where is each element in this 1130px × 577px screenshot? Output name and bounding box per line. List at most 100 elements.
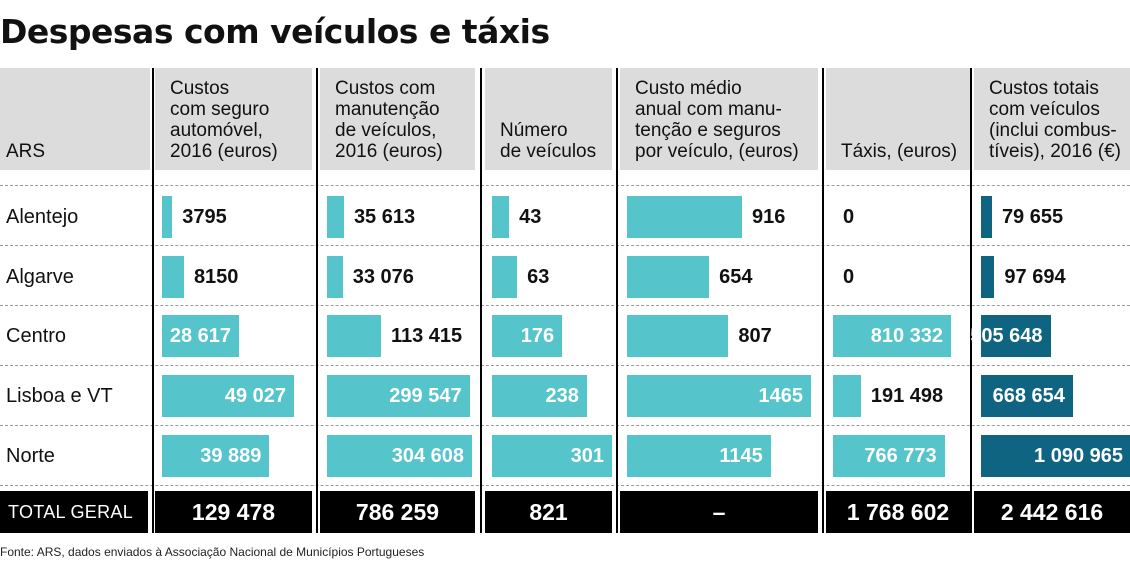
column-header-label: Custos com manutenção de veículos, 2016 …: [335, 78, 443, 162]
row-divider: [0, 365, 1130, 366]
data-label: 1465: [758, 385, 804, 407]
column-header-label: Custo médio anual com manu- tenção e seg…: [635, 78, 799, 162]
bar: [492, 435, 612, 477]
bar: [981, 375, 1073, 417]
data-label: 191 498: [870, 385, 944, 407]
bar: [627, 196, 742, 238]
column-header: Custos com manutenção de veículos, 2016 …: [320, 68, 475, 170]
data-label: 33 076: [352, 266, 414, 288]
total-value-box: 786 259: [320, 491, 475, 533]
data-label: 0: [843, 266, 855, 288]
row-label: Centro: [6, 325, 67, 347]
data-label: 43: [519, 206, 542, 228]
total-value: 129 478: [191, 498, 276, 525]
total-value: –: [712, 498, 726, 525]
column-separator: [616, 68, 618, 533]
data-label: 63: [527, 266, 550, 288]
data-label: 39 889: [200, 445, 262, 467]
column-separator: [480, 68, 482, 533]
data-label: 301: [570, 445, 604, 467]
column-header: Táxis, (euros): [826, 68, 970, 170]
page-title: Despesas com veículos e táxis: [0, 12, 550, 51]
data-label: 1145: [719, 445, 763, 467]
column-header-label: Número de veículos: [500, 120, 597, 162]
data-label: 807: [738, 325, 772, 347]
bar: [627, 435, 771, 477]
row-label: Algarve: [6, 266, 74, 288]
total-value: 1 768 602: [846, 498, 950, 525]
data-label: 668 654: [992, 385, 1065, 407]
column-separator: [152, 68, 154, 533]
bar: [981, 196, 992, 238]
total-value-box: –: [620, 491, 818, 533]
row-divider: [0, 425, 1130, 426]
data-label: 79 655: [1001, 206, 1064, 228]
data-label: 49 027: [224, 385, 286, 407]
bar: [492, 196, 510, 238]
header-ars-label: ARS: [6, 141, 46, 162]
bar: [627, 315, 729, 357]
data-label: 0: [843, 206, 855, 228]
bar: [162, 196, 173, 238]
total-value: 786 259: [355, 498, 440, 525]
total-label: TOTAL GERAL: [8, 501, 134, 522]
bar: [327, 435, 472, 477]
data-label: 304 608: [391, 445, 464, 467]
column-header-label: Táxis, (euros): [841, 141, 958, 162]
data-label: 505 648: [970, 325, 1043, 347]
row-divider: [0, 485, 1130, 486]
bar: [162, 375, 294, 417]
data-label: 97 694: [1004, 266, 1066, 288]
bar: [492, 256, 518, 298]
bar: [981, 256, 995, 298]
total-value: 2 442 616: [1000, 498, 1104, 525]
bar: [833, 435, 945, 477]
source-note: Fonte: ARS, dados enviados à Associação …: [0, 545, 425, 559]
column-separator: [316, 68, 318, 533]
total-value-box: 1 768 602: [826, 491, 970, 533]
row-divider: [0, 245, 1130, 246]
bar: [627, 256, 710, 298]
data-label: 1 090 965: [1034, 445, 1123, 467]
data-label: 8150: [193, 266, 239, 288]
total-value-box: 2 442 616: [974, 491, 1130, 533]
bar: [833, 375, 861, 417]
data-label: 916: [752, 206, 786, 228]
data-label: 28 617: [169, 325, 232, 347]
column-separator: [970, 68, 972, 533]
bar: [327, 315, 381, 357]
row-label: Norte: [6, 445, 55, 467]
column-header: Número de veículos: [485, 68, 612, 170]
total-value: 821: [529, 498, 568, 525]
column-header-label: Custos totais com veículos (inclui combu…: [989, 78, 1121, 162]
column-header: Custos com seguro automóvel, 2016 (euros…: [155, 68, 312, 170]
bar: [162, 256, 184, 298]
header-ars: ARS: [0, 68, 150, 170]
data-label: 766 773: [864, 445, 937, 467]
bar: [162, 315, 239, 357]
bar: [981, 315, 1051, 357]
data-label: 238: [545, 385, 579, 407]
column-header-label: Custos com seguro automóvel, 2016 (euros…: [170, 78, 278, 162]
row-divider: [0, 185, 1130, 186]
total-label-box: TOTAL GERAL: [0, 491, 148, 533]
row-divider: [0, 305, 1130, 306]
data-label: 299 547: [389, 385, 462, 407]
total-value-box: 129 478: [155, 491, 312, 533]
bar: [327, 375, 470, 417]
bar: [627, 375, 811, 417]
data-label: 810 332: [870, 325, 943, 347]
bar: [492, 375, 587, 417]
column-header: Custos totais com veículos (inclui combu…: [974, 68, 1130, 170]
bar: [327, 256, 343, 298]
data-label: 654: [719, 266, 753, 288]
row-label: Alentejo: [6, 206, 79, 228]
data-label: 113 415: [390, 325, 463, 347]
row-label: Lisboa e VT: [6, 385, 113, 407]
bar: [981, 435, 1130, 477]
bar: [833, 315, 951, 357]
total-value-box: 821: [485, 491, 612, 533]
column-separator: [822, 68, 824, 533]
data-label: 3795: [182, 206, 227, 228]
column-header: Custo médio anual com manu- tenção e seg…: [620, 68, 818, 170]
